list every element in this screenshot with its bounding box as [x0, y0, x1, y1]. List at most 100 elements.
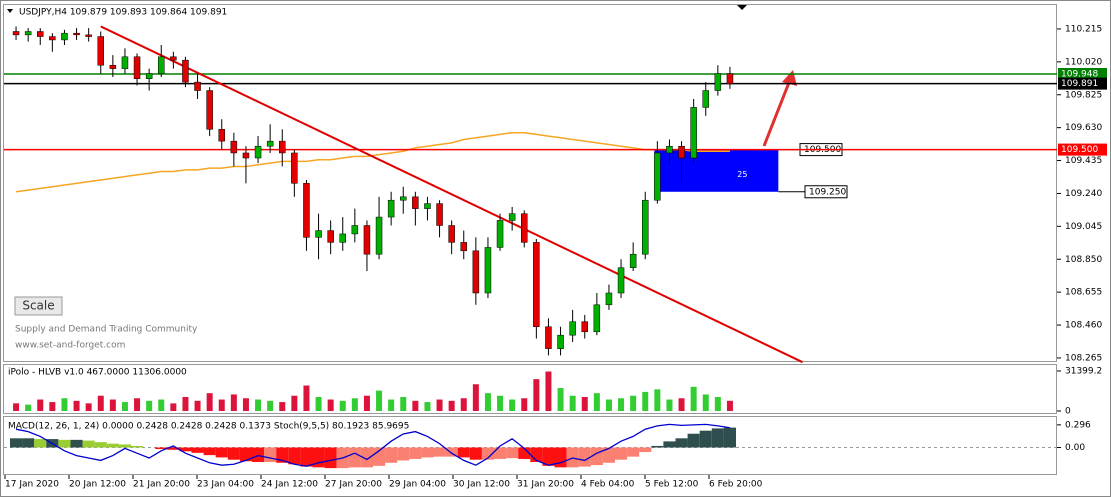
volume-bar [13, 403, 20, 411]
candle-body [666, 145, 673, 154]
candle-body [617, 267, 625, 294]
macd-bar [58, 439, 71, 448]
candle-body [254, 145, 262, 159]
scale-button-label[interactable]: Scale [22, 299, 54, 313]
macd-bar [34, 439, 47, 448]
x-tick-label: 5 Feb 12:00 [645, 480, 699, 490]
candle-body [12, 31, 20, 36]
y-tick-label: 108.655 [1065, 288, 1102, 298]
stoch-line [15, 423, 731, 467]
y-tick-label: 110.215 [1065, 24, 1102, 34]
macd-bar [215, 447, 228, 458]
macd-bar [179, 447, 192, 452]
macd-bar [457, 447, 470, 458]
macd-bar [167, 447, 180, 450]
volume-bar [412, 400, 419, 411]
y-tick-label: 109.630 [1065, 123, 1102, 133]
candle-body [109, 64, 117, 69]
menu-triangle[interactable] [7, 9, 13, 13]
macd-bar [397, 447, 410, 461]
price-level-label: 109.500 [1061, 145, 1098, 155]
volume-bar [618, 398, 625, 411]
macd-bar [469, 447, 482, 460]
volume-bar [702, 394, 709, 411]
macd-bar [227, 447, 240, 460]
volume-bar [255, 399, 262, 411]
volume-bar [230, 394, 237, 411]
y-tick-label: 109.825 [1065, 90, 1102, 100]
volume-bar [521, 398, 528, 411]
candle-body [472, 250, 480, 294]
volume-title: iPolo - HLVB v1.0 467.0000 11306.0000 [8, 368, 187, 378]
macd-bar [118, 444, 131, 448]
macd-bar [506, 447, 519, 459]
macd-bar [554, 447, 567, 468]
macd-bar [711, 428, 724, 448]
candle-body [279, 140, 286, 154]
candle-body [690, 107, 697, 159]
macd-bar [288, 447, 301, 465]
candle-body [24, 31, 32, 36]
price-level-label: 109.891 [1061, 79, 1098, 89]
y-tick-label: 109.435 [1065, 156, 1102, 166]
macd-bar [445, 447, 458, 457]
scale-button[interactable] [14, 296, 63, 316]
macd-bar [203, 447, 216, 456]
candle-body [484, 247, 492, 294]
volume-bar [388, 399, 395, 411]
volume-bar [170, 403, 177, 411]
volume-bar [61, 398, 68, 411]
y-tick-label: 31399.2 [1065, 367, 1102, 377]
candle-body [49, 36, 56, 41]
volume-bar [630, 395, 637, 411]
candle-body [145, 73, 153, 79]
volume-bar [545, 371, 552, 411]
candle-body [629, 253, 637, 268]
macd-bar [481, 447, 494, 460]
macd-bar [687, 433, 700, 448]
volume-bar [678, 398, 685, 411]
volume-bar [351, 398, 358, 411]
volume-bar [593, 393, 600, 411]
candle-body [448, 225, 455, 243]
y-tick-label: 109.240 [1065, 189, 1102, 199]
macd-bar [494, 447, 507, 459]
macd-bar [409, 447, 422, 459]
chart-title: USDJPY,H4 109.879 109.893 109.864 109.89… [19, 8, 227, 18]
volume-bar [460, 398, 467, 411]
candle-body [533, 242, 540, 327]
candle-body [97, 36, 104, 66]
candle-body [726, 73, 734, 85]
price-level-box [1058, 143, 1107, 156]
volume-bar [497, 395, 504, 411]
volume-bar [484, 393, 491, 411]
volume-bar [49, 402, 56, 411]
price-level-box [1058, 77, 1107, 90]
volume-bar [714, 396, 721, 411]
x-tick-label: 29 Jan 04:00 [389, 480, 446, 490]
moving-average [15, 131, 730, 193]
y-tick-label: 108.265 [1065, 353, 1102, 363]
trendline [100, 25, 803, 364]
volume-bar [37, 399, 44, 411]
volume-bar [448, 400, 455, 411]
candle-body [569, 321, 576, 336]
macd-bar [663, 441, 676, 448]
candle-body [702, 90, 709, 108]
macd-bar [675, 438, 688, 448]
volume-bar [557, 388, 564, 411]
candle-body [400, 196, 407, 201]
macd-bar [191, 447, 204, 453]
macd-bar [264, 447, 277, 463]
macd-bar [276, 447, 289, 463]
macd-bar [639, 447, 652, 453]
volume-bar [121, 402, 128, 411]
candle-body [218, 129, 225, 142]
candle-body [339, 233, 346, 243]
macd-bar [324, 447, 337, 469]
volume-bar [291, 395, 298, 411]
volume-bar [666, 399, 673, 411]
volume-bar [424, 402, 431, 411]
volume-bar [25, 404, 32, 411]
x-tick-label: 21 Jan 20:00 [133, 480, 190, 490]
